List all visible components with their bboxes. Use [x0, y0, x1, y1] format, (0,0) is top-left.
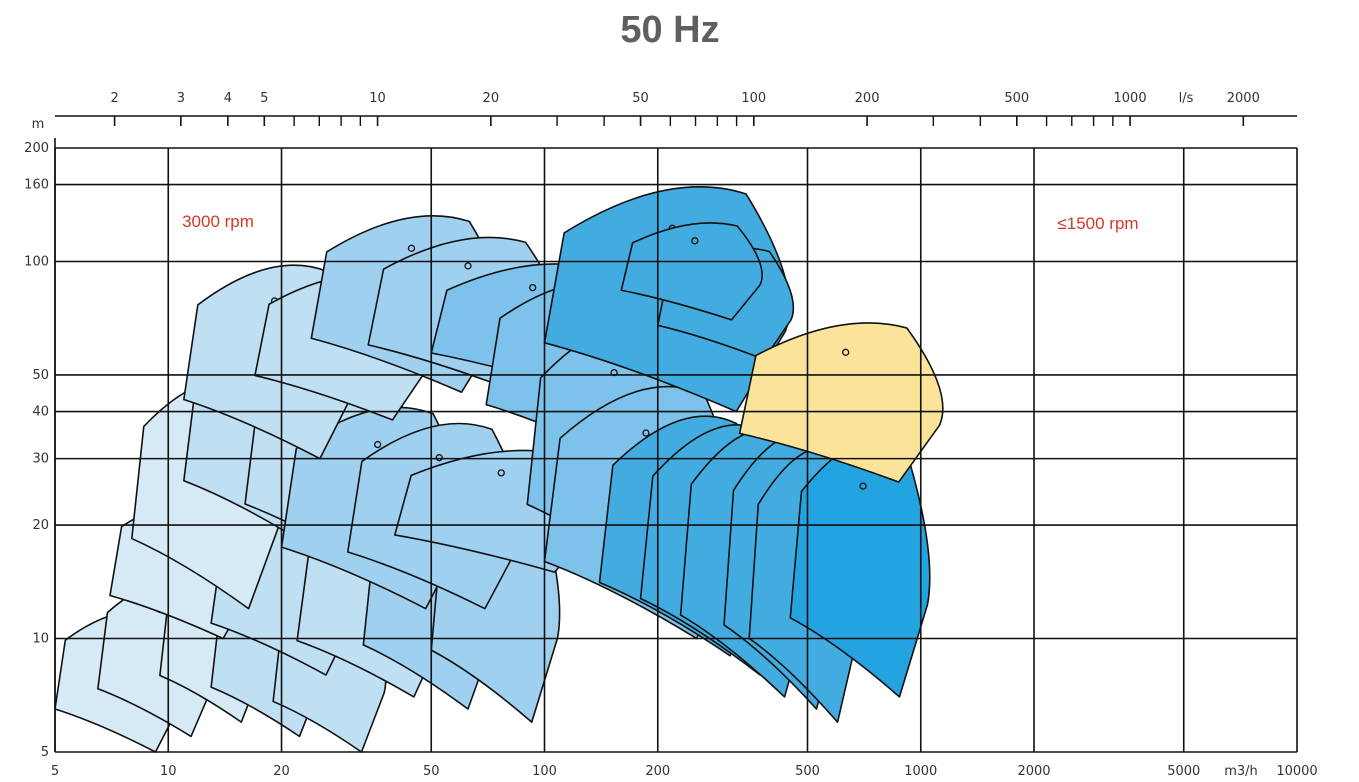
y-tick-label: 200: [24, 141, 49, 156]
y-tick-label: 20: [32, 518, 49, 533]
x-tick-label: 1000: [904, 764, 937, 779]
x-tick-label: 200: [645, 764, 670, 779]
x-tick-label: 20: [273, 764, 290, 779]
y-tick-label: 50: [32, 368, 49, 383]
chart-title: 50 Hz: [620, 9, 719, 51]
x-tick-label: 10000: [1276, 764, 1317, 779]
top-tick-label: 3: [177, 91, 185, 106]
top-tick-label: 5: [260, 91, 268, 106]
x-tick-label: 10: [160, 764, 177, 779]
top-tick-label: 2: [110, 91, 118, 106]
pump-region-34: [738, 322, 944, 483]
best-efficiency-point-30: [859, 482, 867, 490]
y-tick-label: 5: [41, 745, 49, 760]
y-tick-label: 10: [32, 632, 49, 647]
pump-region-33: [620, 222, 763, 321]
top-tick-label: 50: [632, 91, 649, 106]
y-tick-label: 30: [32, 452, 49, 467]
grid: [54, 147, 1298, 753]
top-tick-label: 2000: [1227, 91, 1260, 106]
best-efficiency-point-21: [529, 283, 537, 292]
y-tick-label: 40: [32, 405, 49, 420]
top-axis: 2 3 4 5 10 20 50 100 200 500 1000 2000 l/s: [55, 91, 1297, 126]
x-tick-label: 100: [532, 764, 557, 779]
top-tick-label: 4: [224, 91, 232, 106]
best-efficiency-point-24: [642, 429, 650, 437]
x-axis-unit: m3/h: [1224, 764, 1258, 779]
rpm-label-2: ≤1500 rpm: [1057, 214, 1138, 233]
top-tick-label: 20: [483, 91, 500, 106]
best-efficiency-point-16: [497, 469, 505, 477]
y-tick-label: 100: [24, 254, 49, 269]
y-axis-unit: m: [32, 117, 45, 132]
rpm-label-1: 3000 rpm: [182, 212, 254, 231]
top-axis-unit: l/s: [1179, 91, 1194, 106]
best-efficiency-point-15: [435, 454, 443, 462]
top-tick-label: 10: [369, 91, 386, 106]
left-axis: 5 10 20 30 40 50 100 160 200 m: [24, 117, 56, 760]
best-efficiency-point-33: [691, 237, 699, 245]
bottom-axis: 5 10 20 50 100 200 500 1000 2000 5000 10000 m3/h: [51, 764, 1318, 779]
top-tick-label: 200: [855, 91, 880, 106]
annotations: 3000 rpm ≤1500 rpm: [182, 212, 1138, 233]
best-efficiency-point-14: [374, 440, 382, 449]
x-tick-label: 50: [423, 764, 440, 779]
x-tick-label: 2000: [1017, 764, 1050, 779]
x-tick-label: 5: [51, 764, 59, 779]
pump-regions: [54, 186, 944, 753]
top-tick-label: 100: [741, 91, 766, 106]
x-tick-label: 500: [795, 764, 820, 779]
top-tick-label: 1000: [1114, 91, 1147, 106]
best-efficiency-point-20: [464, 262, 472, 270]
x-tick-label: 5000: [1167, 764, 1200, 779]
top-tick-label: 500: [1004, 91, 1029, 106]
best-efficiency-point-19: [407, 244, 416, 252]
y-tick-label: 160: [24, 178, 49, 193]
best-efficiency-point-34: [842, 348, 850, 356]
